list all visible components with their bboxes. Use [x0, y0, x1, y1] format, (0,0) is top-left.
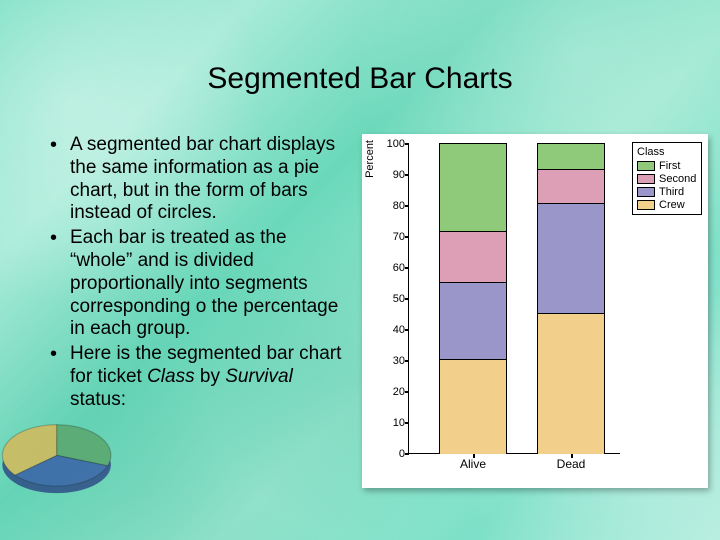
segment-second [440, 231, 506, 282]
legend-label: Crew [659, 199, 685, 211]
bullet-list: A segmented bar chart displays the same … [44, 134, 352, 414]
legend-swatch [637, 187, 655, 197]
legend-label: Second [659, 173, 696, 185]
legend: Class FirstSecondThirdCrew [632, 142, 702, 215]
page-title: Segmented Bar Charts [0, 62, 720, 96]
legend-label: Third [659, 186, 684, 198]
pie-deco-icon [0, 394, 118, 512]
segment-second [538, 169, 604, 203]
legend-item: Third [637, 186, 697, 198]
y-axis-label: Percent [364, 140, 376, 178]
bar-alive [439, 143, 507, 453]
segment-third [538, 203, 604, 313]
segmented-bar-chart: Percent 0102030405060708090100AliveDead … [362, 134, 708, 488]
segment-first [538, 144, 604, 169]
segment-first [440, 144, 506, 231]
legend-label: First [659, 160, 680, 172]
segment-third [440, 282, 506, 360]
bar-dead [537, 143, 605, 453]
legend-item: Second [637, 173, 697, 185]
plot-area: 0102030405060708090100AliveDead [408, 144, 620, 454]
segment-crew [538, 313, 604, 454]
bullet-item: A segmented bar chart displays the same … [44, 134, 352, 225]
legend-title: Class [637, 146, 697, 158]
legend-item: First [637, 160, 697, 172]
segment-crew [440, 359, 506, 454]
bullet-item: Each bar is treated as the “whole” and i… [44, 227, 352, 341]
legend-swatch [637, 200, 655, 210]
legend-swatch [637, 174, 655, 184]
legend-item: Crew [637, 199, 697, 211]
legend-swatch [637, 161, 655, 171]
